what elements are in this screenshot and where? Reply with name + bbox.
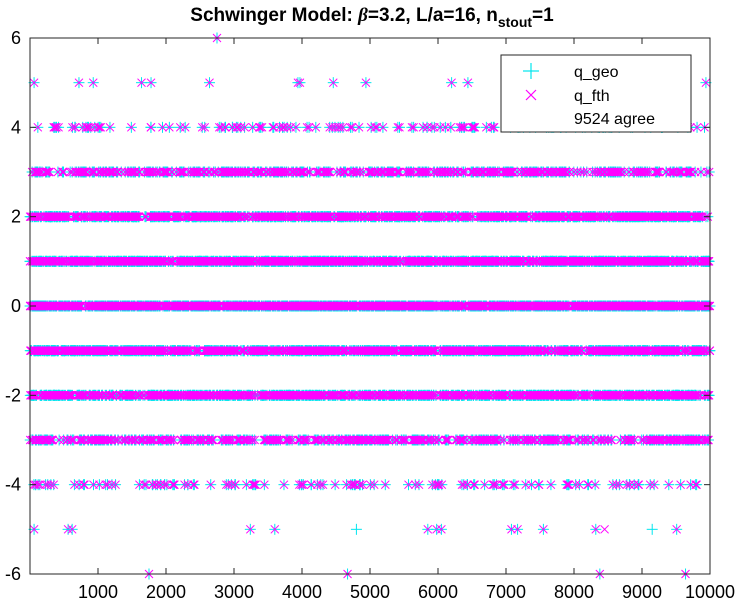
band-level-neg3: [24, 434, 714, 446]
title-beta: β: [357, 5, 368, 26]
point-fth: [74, 78, 84, 88]
point-fth: [507, 524, 516, 534]
x-tick-label: 9000: [622, 582, 662, 602]
geo-points-level-neg4: [28, 479, 703, 491]
fth-points-level-neg3: [25, 435, 713, 445]
y-tick-label: -6: [5, 564, 21, 584]
point-fth: [672, 524, 682, 534]
fth-points-level-3: [27, 167, 714, 177]
legend-marker-q-fth: [525, 89, 537, 101]
x-tick-label: 2000: [146, 582, 186, 602]
title-prefix: Schwinger Model:: [190, 5, 358, 26]
point-fth: [447, 78, 456, 88]
legend-label-q-geo: q_geo: [574, 64, 619, 81]
legend-note-agree: 9524 agree: [574, 111, 655, 128]
data-marks: [24, 32, 716, 580]
band-level-1: [24, 255, 715, 267]
legend-marker-q-geo: [523, 63, 539, 79]
fth-points-level-1: [25, 256, 714, 266]
y-tick-label: 2: [11, 207, 21, 227]
band-level-3: [26, 166, 715, 178]
band-level-neg1: [24, 345, 716, 357]
x-tick-label: 4000: [282, 582, 322, 602]
fth-points-level-2: [25, 212, 713, 222]
sparse-level-5: [28, 77, 712, 89]
x-tick-label: 10000: [685, 582, 735, 602]
point-fth: [423, 524, 433, 534]
point-fth: [463, 78, 473, 88]
title-suffix: =1: [532, 5, 554, 26]
point-fth: [295, 78, 305, 88]
point-geo-only: [350, 523, 362, 535]
legend-label-q-fth: q_fth: [574, 88, 610, 105]
x-tick-label: 5000: [350, 582, 390, 602]
point-fth: [539, 524, 548, 534]
y-tick-label: 0: [11, 296, 21, 316]
point-fth: [701, 78, 711, 88]
band-level-0: [24, 300, 716, 312]
y-tick-label: -2: [5, 385, 21, 405]
x-tick-label: 3000: [214, 582, 254, 602]
point-fth: [328, 78, 338, 88]
band-level-2: [24, 211, 714, 223]
fth-points-level-0: [25, 301, 715, 311]
fth-points-level-neg2: [25, 390, 714, 400]
point-fth: [205, 78, 214, 88]
point-geo-only: [646, 523, 658, 535]
point-fth: [88, 78, 98, 88]
chart-title: Schwinger Model: β=3.2, L/a=16, nstout=1: [190, 5, 554, 30]
axis-ticks: 1000 2000 3000 4000 5000 6000 7000 8000 9000 1000…: [5, 28, 735, 602]
point-fth: [29, 524, 39, 534]
point-fth: [29, 78, 39, 88]
x-tick-label: 1000: [78, 582, 118, 602]
title-subscript: stout: [498, 14, 533, 30]
x-tick-label: 7000: [486, 582, 526, 602]
point-fth: [591, 524, 601, 534]
legend-box: [500, 54, 692, 133]
point-fth: [437, 524, 446, 534]
point-fth: [137, 78, 146, 88]
point-fth: [270, 524, 280, 534]
title-beta-text: =3.2, L/a=16, n: [368, 5, 498, 26]
band-level-neg2: [24, 389, 715, 401]
x-tick-label: 6000: [418, 582, 458, 602]
fth-points-level-neg4: [29, 480, 701, 490]
point-fth-only: [600, 524, 609, 534]
y-tick-label: 4: [11, 117, 21, 137]
point-fth: [245, 524, 255, 534]
point-fth: [146, 78, 156, 88]
legend: q_geo q_fth 9524 agree: [500, 54, 692, 133]
point-fth: [513, 524, 522, 534]
y-tick-label: -4: [5, 475, 21, 495]
fth-points-level-neg1: [25, 346, 715, 356]
band-level-neg4: [28, 479, 703, 491]
point-fth: [67, 524, 77, 534]
point-fth: [361, 78, 371, 88]
x-tick-label: 8000: [554, 582, 594, 602]
y-tick-label: 6: [11, 28, 21, 48]
sparse-level-neg5: [28, 523, 683, 535]
